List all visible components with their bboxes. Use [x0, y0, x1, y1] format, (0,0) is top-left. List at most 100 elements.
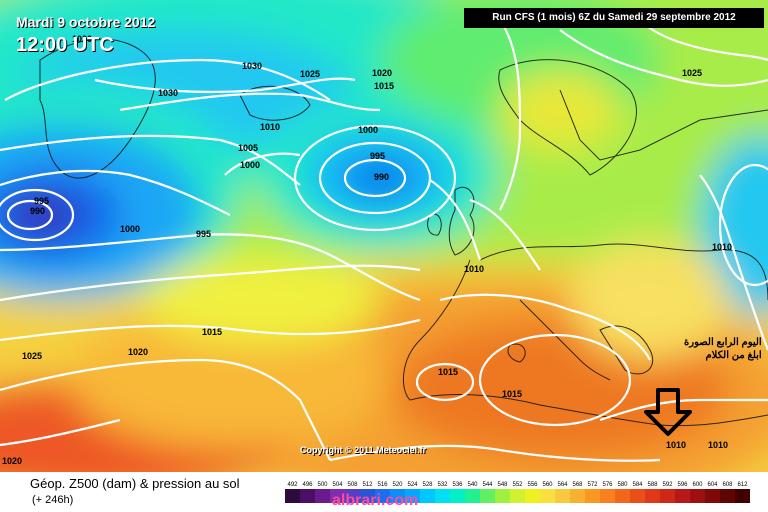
copyright-text: Copyright © 2011 Meteociel.fr — [300, 445, 427, 455]
scale-swatch — [720, 489, 736, 503]
scale-tick-label: 520 — [392, 482, 403, 488]
scale-swatch — [705, 489, 721, 503]
scale-swatch — [585, 489, 601, 503]
scale-tick-label: 516 — [377, 482, 388, 488]
scale-tick-label: 508 — [347, 482, 358, 488]
scale-tick-label: 528 — [422, 482, 433, 488]
scale-tick-label: 576 — [602, 482, 613, 488]
isobar-label: 1025 — [682, 68, 703, 78]
isobar-label: 1010 — [666, 440, 687, 450]
scale-tick-label: 564 — [557, 482, 568, 488]
scale-swatch — [375, 489, 391, 503]
down-arrow-icon — [644, 388, 692, 436]
isobar-label: 1030 — [242, 61, 263, 71]
isobar-label: 1030 — [158, 88, 179, 98]
scale-swatch — [420, 489, 436, 503]
forecast-time: 12:00 UTC — [16, 34, 114, 56]
isobar-label: 1015 — [374, 81, 395, 91]
map-footer: Géop. Z500 (dam) & pression au sol (+ 24… — [0, 472, 768, 512]
scale-swatch — [345, 489, 361, 503]
arabic-annotation-line1: اليوم الرابع الصورة — [684, 337, 762, 348]
scale-swatch — [360, 489, 376, 503]
scale-swatch — [540, 489, 556, 503]
scale-tick-label: 596 — [677, 482, 688, 488]
scale-swatch — [675, 489, 691, 503]
isobar-label: 1015 — [502, 389, 523, 399]
isobar-label: 1015 — [438, 367, 459, 377]
isobar-label: 995 — [370, 151, 386, 161]
scale-tick-label: 540 — [467, 482, 478, 488]
scale-tick-label: 600 — [692, 482, 703, 488]
isobar-label: 1015 — [202, 327, 223, 337]
isobar-label: 1020 — [2, 456, 23, 466]
isobar-label: 1000 — [120, 224, 141, 234]
scale-tick-label: 556 — [527, 482, 538, 488]
scale-tick-label: 548 — [497, 482, 508, 488]
isobar-label: 1000 — [240, 160, 261, 170]
z500-pressure-map — [0, 0, 768, 472]
scale-tick-label: 580 — [617, 482, 628, 488]
scale-swatch — [615, 489, 631, 503]
geopotential-color-scale: 492 496 500 504 508 512 516 520 524 528 532 536 540 5… — [285, 482, 750, 503]
arabic-annotation: اليوم الرابع الصورة ابلغ من الكلام — [684, 336, 762, 362]
scale-swatch — [645, 489, 661, 503]
scale-swatch — [480, 489, 496, 503]
scale-tick-label: 500 — [317, 482, 328, 488]
scale-swatch — [285, 489, 301, 503]
scale-tick-label: 572 — [587, 482, 598, 488]
scale-tick-label: 612 — [737, 482, 748, 488]
isobar-label: 1020 — [372, 68, 393, 78]
site-watermark: albrari.com — [332, 492, 419, 509]
scale-swatch — [330, 489, 346, 503]
isobar-label: 995 — [34, 196, 50, 206]
isobar-label: 1000 — [358, 125, 379, 135]
scale-tick-label: 492 — [287, 482, 298, 488]
scale-tick-label: 604 — [707, 482, 718, 488]
scale-swatch — [450, 489, 466, 503]
scale-swatch — [660, 489, 676, 503]
scale-swatch — [510, 489, 526, 503]
scale-tick-label: 544 — [482, 482, 493, 488]
isobar-label: 1010 — [260, 122, 281, 132]
scale-swatch — [495, 489, 511, 503]
scale-tick-label: 496 — [302, 482, 313, 488]
isobar-label: 1005 — [238, 143, 259, 153]
isobar-label: 990 — [30, 206, 46, 216]
arabic-annotation-line2: ابلغ من الكلام — [705, 350, 762, 361]
scale-tick-label: 560 — [542, 482, 553, 488]
scale-tick-label: 568 — [572, 482, 583, 488]
isobar-label: 1010 — [708, 440, 729, 450]
isobar-label: 1020 — [128, 347, 149, 357]
scale-tick-label: 552 — [512, 482, 523, 488]
scale-swatch — [600, 489, 616, 503]
scale-swatch — [525, 489, 541, 503]
scale-swatch — [630, 489, 646, 503]
map-caption: Géop. Z500 (dam) & pression au sol — [30, 476, 240, 491]
isobar-label: 1025 — [22, 351, 43, 361]
isobar-label: 1010 — [712, 242, 733, 252]
scale-tick-label: 532 — [437, 482, 448, 488]
scale-swatch — [300, 489, 316, 503]
isobar-label: 1020 — [72, 34, 93, 44]
scale-swatch — [570, 489, 586, 503]
isobar-label: 1025 — [300, 69, 321, 79]
scale-tick-label: 504 — [332, 482, 343, 488]
scale-tick-label: 512 — [362, 482, 373, 488]
scale-tick-label: 584 — [632, 482, 643, 488]
scale-tick-label: 592 — [662, 482, 673, 488]
forecast-hours: (+ 246h) — [32, 494, 74, 506]
scale-swatch — [315, 489, 331, 503]
scale-swatch — [465, 489, 481, 503]
isobar-label: 990 — [374, 172, 390, 182]
scale-tick-label: 588 — [647, 482, 658, 488]
model-run-label: Run CFS (1 mois) 6Z du Samedi 29 septemb… — [464, 8, 764, 28]
scale-swatch — [405, 489, 421, 503]
scale-swatch — [435, 489, 451, 503]
scale-tick-label: 524 — [407, 482, 418, 488]
scale-tick-label: 536 — [452, 482, 463, 488]
forecast-date: Mardi 9 octobre 2012 — [16, 14, 156, 30]
scale-tick-label: 608 — [722, 482, 733, 488]
isobar-label: 1010 — [464, 264, 485, 274]
scale-swatch — [735, 489, 750, 503]
